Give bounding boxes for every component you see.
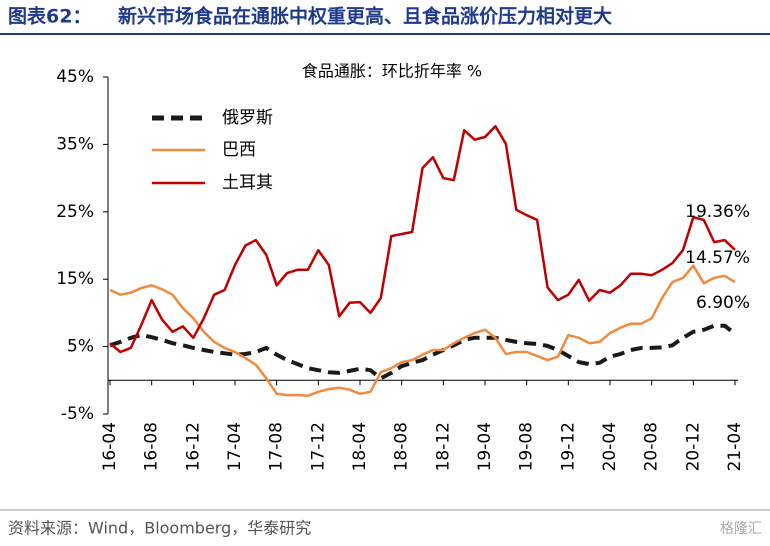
x-tick-label: 16-12 <box>183 422 203 471</box>
x-tick-label: 17-08 <box>267 422 287 471</box>
x-tick-label: 20-04 <box>600 422 620 471</box>
source: 资料来源：Wind，Bloomberg，华泰研究 <box>8 519 311 538</box>
series-line <box>109 264 736 398</box>
chart-subtitle: 食品通胀：环比折年率 % <box>302 62 482 81</box>
x-tick-label: 20-08 <box>642 422 662 471</box>
x-tick-label: 19-08 <box>517 422 537 471</box>
x-tick-label: 21-04 <box>725 422 745 471</box>
value-label: 14.57% <box>685 248 750 268</box>
y-tick-label: 5% <box>67 337 94 357</box>
series-line <box>109 323 737 381</box>
y-tick-label: 15% <box>56 269 94 289</box>
legend-label: 巴西 <box>222 140 256 160</box>
watermark: 格隆汇 <box>720 521 762 537</box>
y-tick-label: 35% <box>56 134 94 154</box>
y-tick-label: 45% <box>56 67 94 87</box>
x-tick-label: 17-12 <box>308 422 328 471</box>
legend-label: 俄罗斯 <box>222 108 273 128</box>
chart-title: 新兴市场食品在通胀中权重更高、且食品涨价压力相对更大 <box>118 5 612 28</box>
x-tick-label: 18-12 <box>433 422 453 471</box>
x-tick-label: 20-12 <box>683 422 703 471</box>
x-tick-label: 16-04 <box>100 422 120 471</box>
x-tick-label: 19-04 <box>475 422 495 471</box>
x-tick-label: 16-08 <box>142 422 162 471</box>
y-tick-label: 25% <box>56 202 94 222</box>
y-tick-label: -5% <box>61 404 94 424</box>
value-label: 6.90% <box>696 293 750 313</box>
value-label: 19.36% <box>685 202 750 222</box>
series-line <box>109 124 736 354</box>
x-tick-label: 18-04 <box>350 422 370 471</box>
figure-label: 图表62： <box>8 5 91 28</box>
x-tick-label: 18-08 <box>392 422 412 471</box>
x-tick-label: 19-12 <box>558 422 578 471</box>
legend-label: 土耳其 <box>222 173 273 193</box>
x-tick-label: 17-04 <box>225 422 245 471</box>
